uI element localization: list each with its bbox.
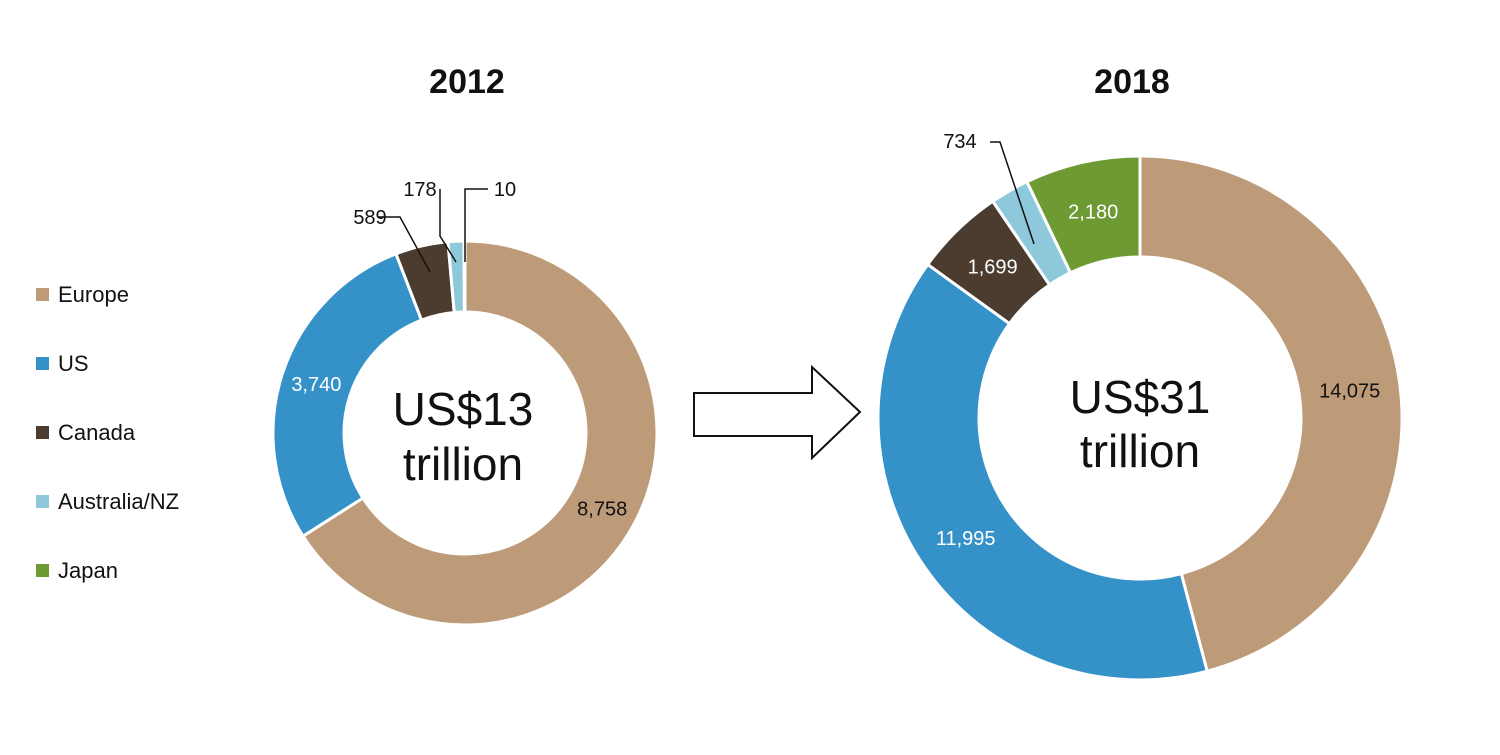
slice-us-2012 xyxy=(271,251,424,539)
slice-label-japan-2018: 2,180 xyxy=(1068,202,1118,224)
slice-japan-2018 xyxy=(1024,154,1142,275)
center-unit-2012: trillion xyxy=(403,438,523,490)
chart-title-2012: 2012 xyxy=(429,63,505,101)
slice-label-canada-2018: 1,699 xyxy=(968,256,1018,278)
center-total-2012: US$13 xyxy=(393,383,534,435)
legend-swatch-europe xyxy=(36,288,49,301)
legend-swatch-canada xyxy=(36,426,49,439)
legend-label-canada: Canada xyxy=(58,420,136,445)
slice-europe-2018 xyxy=(1138,154,1404,674)
legend-label-japan: Japan xyxy=(58,558,118,583)
center-unit-2018: trillion xyxy=(1080,425,1200,477)
slice-label-us-2012: 3,740 xyxy=(291,374,341,396)
legend-label-europe: Europe xyxy=(58,282,129,307)
legend-label-us: US xyxy=(58,351,89,376)
legend-item-japan: Japan xyxy=(36,558,118,583)
legend-item-us: US xyxy=(36,351,89,376)
slice-label-europe-2012: 8,758 xyxy=(577,498,627,520)
leader-lines xyxy=(378,141,1035,273)
slice-label-us-2018: 11,995 xyxy=(936,528,996,550)
legend-label-australia-nz: Australia/NZ xyxy=(58,489,179,514)
legend: Europe US Canada Australia/NZ Japan xyxy=(36,282,179,583)
slice-labels: 8,758 3,740 589 178 10 14,075 11,995 1,699 734 2,… xyxy=(291,131,1380,550)
legend-swatch-us xyxy=(36,357,49,370)
right-arrow-icon xyxy=(693,364,862,461)
leader-line-canada-2012 xyxy=(378,216,431,273)
leader-line-australia-nz-2018 xyxy=(990,141,1035,245)
slice-label-europe-2018: 14,075 xyxy=(1319,381,1380,403)
slice-label-australia-nz-2012: 178 xyxy=(403,179,436,201)
chart-title-2018: 2018 xyxy=(1094,63,1170,101)
slice-europe-2012 xyxy=(300,239,659,627)
leader-line-japan-2012 xyxy=(464,188,488,262)
legend-item-australia-nz: Australia/NZ xyxy=(36,489,179,514)
slice-label-canada-2012: 589 xyxy=(353,207,386,229)
legend-swatch-japan xyxy=(36,564,49,577)
legend-swatch-australia-nz xyxy=(36,495,49,508)
legend-item-canada: Canada xyxy=(36,420,136,445)
slice-label-japan-2012: 10 xyxy=(494,179,516,201)
legend-item-europe: Europe xyxy=(36,282,129,307)
center-total-2018: US$31 xyxy=(1070,371,1211,423)
donut-slices xyxy=(271,154,1404,682)
slice-label-australia-nz-2018: 734 xyxy=(943,131,976,153)
leader-line-australia-nz-2012 xyxy=(439,189,457,263)
slice-us-2018 xyxy=(876,262,1210,682)
